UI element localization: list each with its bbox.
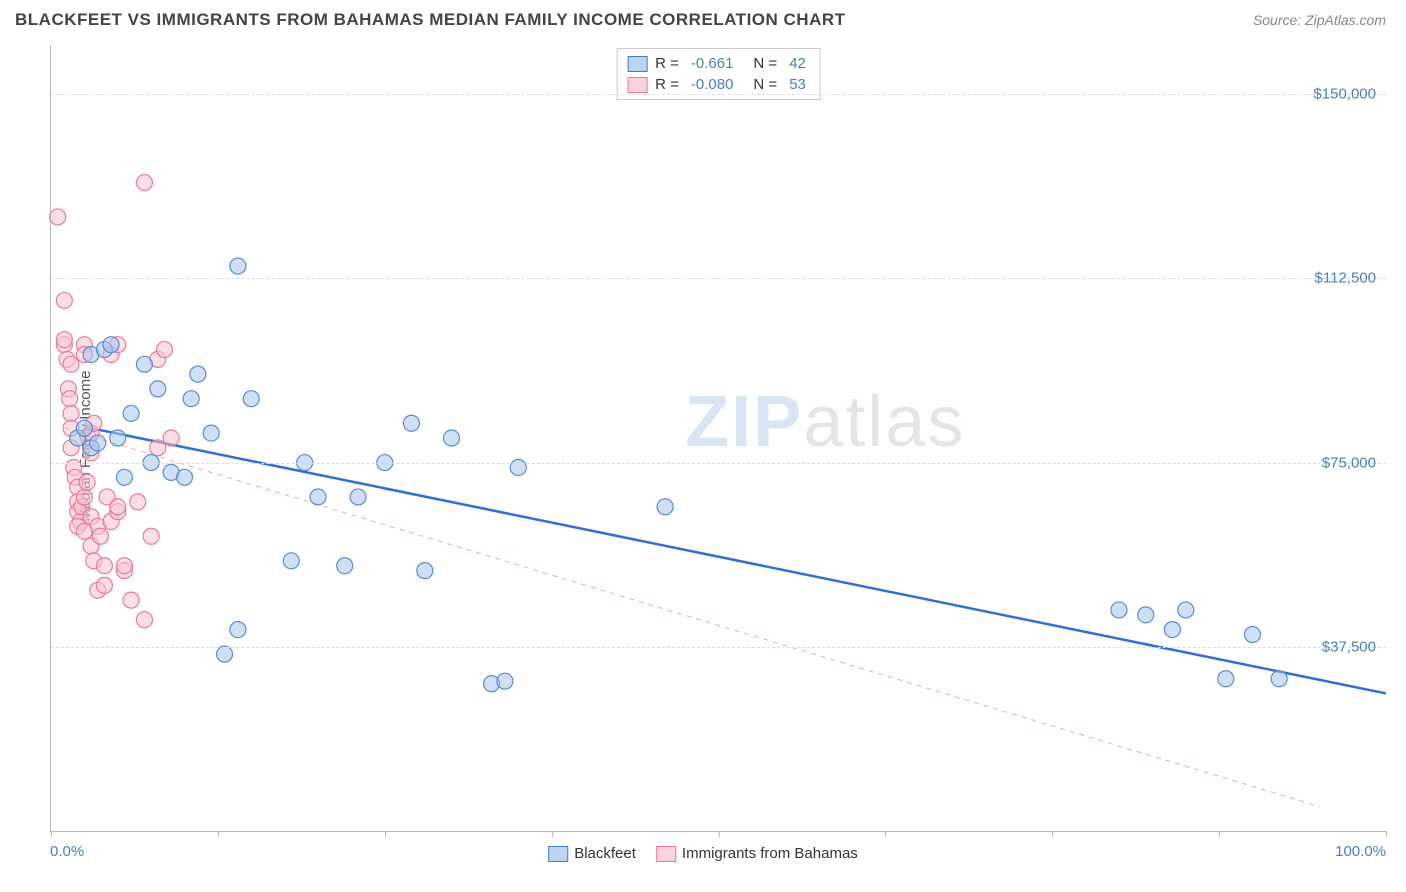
- data-point: [243, 391, 259, 407]
- data-point: [136, 175, 152, 191]
- scatter-svg: [51, 45, 1386, 831]
- legend-swatch: [656, 846, 676, 862]
- data-point: [497, 673, 513, 689]
- data-point: [63, 405, 79, 421]
- data-point: [156, 342, 172, 358]
- data-point: [337, 558, 353, 574]
- data-point: [116, 469, 132, 485]
- trend-line: [64, 428, 1319, 806]
- data-point: [283, 553, 299, 569]
- data-point: [1245, 627, 1261, 643]
- gridline: [51, 463, 1386, 464]
- data-point: [217, 646, 233, 662]
- data-point: [190, 366, 206, 382]
- x-tick: [1219, 831, 1220, 837]
- source-label: Source: ZipAtlas.com: [1253, 12, 1386, 28]
- data-point: [1178, 602, 1194, 618]
- chart-plot-area: R =-0.661N =42R =-0.080N =53 ZIPatlas $3…: [50, 45, 1386, 832]
- gridline: [51, 647, 1386, 648]
- series-name: Immigrants from Bahamas: [682, 845, 858, 862]
- data-point: [1164, 622, 1180, 638]
- x-tick: [552, 831, 553, 837]
- data-point: [1111, 602, 1127, 618]
- gridline: [51, 94, 1386, 95]
- y-tick-label: $150,000: [1313, 86, 1376, 103]
- series-legend-item: Blackfeet: [548, 845, 636, 862]
- x-tick: [385, 831, 386, 837]
- data-point: [63, 356, 79, 372]
- data-point: [657, 499, 673, 515]
- data-point: [403, 415, 419, 431]
- gridline: [51, 278, 1386, 279]
- data-point: [230, 258, 246, 274]
- data-point: [417, 563, 433, 579]
- data-point: [444, 430, 460, 446]
- legend-swatch: [548, 846, 568, 862]
- data-point: [50, 209, 66, 225]
- data-point: [177, 469, 193, 485]
- x-tick: [218, 831, 219, 837]
- data-point: [310, 489, 326, 505]
- data-point: [136, 612, 152, 628]
- data-point: [79, 474, 95, 490]
- x-tick: [1052, 831, 1053, 837]
- data-point: [136, 356, 152, 372]
- data-point: [56, 332, 72, 348]
- data-point: [110, 499, 126, 515]
- data-point: [130, 494, 146, 510]
- data-point: [183, 391, 199, 407]
- data-point: [230, 622, 246, 638]
- y-tick-label: $112,500: [1315, 270, 1376, 287]
- data-point: [123, 405, 139, 421]
- data-point: [143, 528, 159, 544]
- data-point: [116, 558, 132, 574]
- data-point: [103, 337, 119, 353]
- data-point: [76, 489, 92, 505]
- data-point: [1271, 671, 1287, 687]
- x-tick: [51, 831, 52, 837]
- x-tick: [719, 831, 720, 837]
- y-tick-label: $75,000: [1322, 454, 1376, 471]
- chart-title: BLACKFEET VS IMMIGRANTS FROM BAHAMAS MED…: [15, 10, 846, 30]
- data-point: [56, 292, 72, 308]
- data-point: [163, 430, 179, 446]
- data-point: [1218, 671, 1234, 687]
- data-point: [96, 558, 112, 574]
- data-point: [76, 523, 92, 539]
- data-point: [110, 430, 126, 446]
- data-point: [76, 420, 92, 436]
- data-point: [150, 381, 166, 397]
- data-point: [92, 528, 108, 544]
- data-point: [96, 577, 112, 593]
- x-tick: [885, 831, 886, 837]
- x-tick: [1386, 831, 1387, 837]
- series-legend: Blackfeet Immigrants from Bahamas: [548, 845, 858, 862]
- x-axis-max-label: 100.0%: [1335, 843, 1386, 860]
- data-point: [62, 391, 78, 407]
- data-point: [350, 489, 366, 505]
- data-point: [123, 592, 139, 608]
- series-name: Blackfeet: [574, 845, 636, 862]
- y-tick-label: $37,500: [1322, 638, 1376, 655]
- data-point: [203, 425, 219, 441]
- series-legend-item: Immigrants from Bahamas: [656, 845, 858, 862]
- data-point: [1138, 607, 1154, 623]
- x-axis-min-label: 0.0%: [50, 843, 84, 860]
- data-point: [150, 440, 166, 456]
- data-point: [90, 435, 106, 451]
